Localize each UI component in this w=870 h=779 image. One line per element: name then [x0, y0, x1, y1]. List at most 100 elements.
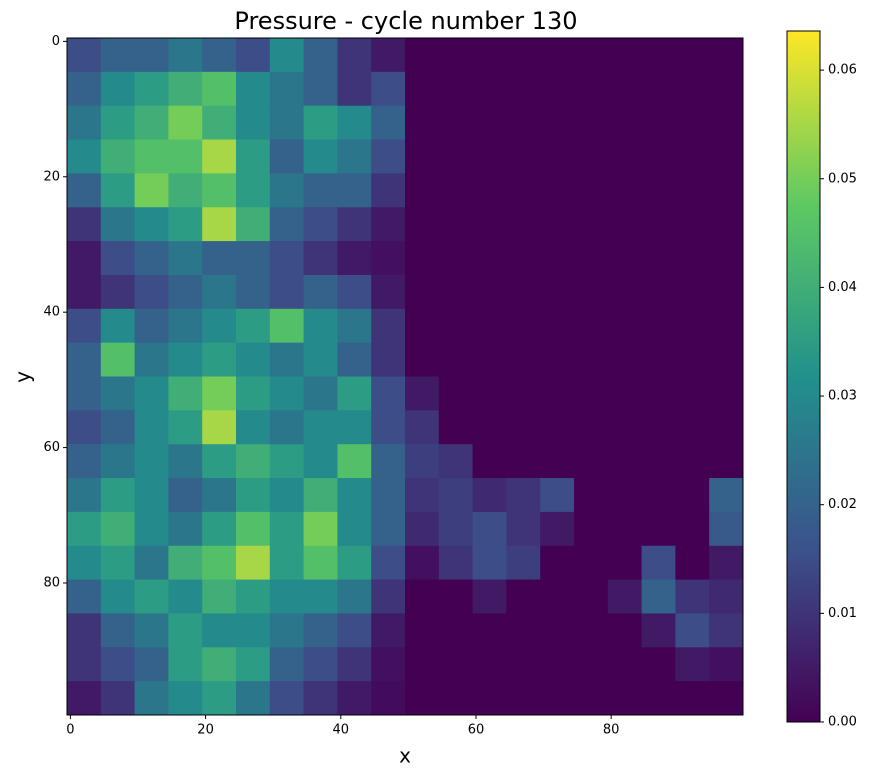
heatmap-cell [269, 579, 305, 614]
heatmap-cell [540, 545, 575, 581]
heatmap-cell [506, 410, 541, 445]
heatmap-cell [202, 444, 237, 479]
heatmap-cell [371, 681, 406, 716]
heatmap-cell [709, 579, 744, 614]
heatmap-cell [168, 478, 203, 513]
heatmap-cell [472, 410, 507, 445]
heatmap-cell [675, 105, 710, 141]
heatmap-cell [540, 38, 575, 73]
heatmap-cell [607, 613, 643, 648]
heatmap-cell [438, 274, 474, 310]
heatmap-cell [371, 105, 406, 141]
heatmap-cell [472, 308, 507, 344]
heatmap-cell [607, 207, 643, 242]
heatmap-cell [371, 478, 406, 513]
heatmap-cell [202, 613, 237, 648]
heatmap-cell [67, 207, 102, 242]
heatmap-cell [269, 410, 305, 445]
heatmap-cell [337, 241, 372, 276]
heatmap-cell [506, 579, 541, 614]
heatmap-cell [168, 579, 203, 614]
heatmap-cell [236, 139, 271, 174]
heatmap-cell [675, 478, 710, 513]
heatmap-cell [236, 308, 271, 344]
heatmap-cell [540, 139, 575, 174]
heatmap-cell [67, 681, 102, 716]
heatmap-cell [641, 376, 676, 411]
heatmap-cell [67, 613, 102, 648]
heatmap-cell [236, 444, 271, 479]
heatmap-cell [202, 410, 237, 445]
heatmap-cell [540, 105, 575, 141]
colorbar [786, 30, 821, 723]
heatmap-cell [371, 173, 406, 208]
heatmap-cell [236, 207, 271, 242]
heatmap-cell [202, 173, 237, 208]
heatmap-cell [506, 173, 541, 208]
heatmap-cell [472, 241, 507, 276]
heatmap-cell [675, 71, 710, 107]
heatmap-cell [607, 681, 643, 716]
y-tick-label: 40 [43, 305, 60, 320]
heatmap-cell [472, 207, 507, 242]
heatmap-cell [202, 478, 237, 513]
heatmap-cell [100, 376, 136, 411]
x-tick-label: 20 [197, 723, 214, 738]
heatmap-cell [168, 308, 203, 344]
heatmap-cell [168, 71, 203, 107]
heatmap-cell [337, 38, 372, 73]
chart-title: Pressure - cycle number 130 [234, 7, 577, 35]
heatmap-cell [472, 444, 507, 479]
heatmap-cell [540, 71, 575, 107]
heatmap-cell [269, 376, 305, 411]
heatmap-cell [506, 545, 541, 581]
heatmap-cell [472, 376, 507, 411]
heatmap-cell [236, 38, 271, 73]
heatmap-cell [675, 376, 710, 411]
heatmap-cell [709, 613, 744, 648]
heatmap-cell [269, 308, 305, 344]
heatmap-cell [574, 38, 609, 73]
heatmap-cell [574, 105, 609, 141]
heatmap-cell [67, 410, 102, 445]
heatmap-cell [641, 308, 676, 344]
heatmap-cell [506, 308, 541, 344]
heatmap-cell [303, 241, 338, 276]
heatmap-cell [438, 647, 474, 682]
heatmap-cell [303, 444, 338, 479]
heatmap-cell [574, 647, 609, 682]
heatmap-cell [236, 478, 271, 513]
heatmap-cell [438, 342, 474, 377]
heatmap-cell [337, 207, 372, 242]
heatmap-cell [641, 511, 676, 547]
heatmap-cell [506, 241, 541, 276]
heatmap-cell [607, 274, 643, 310]
heatmap-cell [202, 511, 237, 547]
heatmap-cell [709, 241, 744, 276]
heatmap-cell [100, 681, 136, 716]
heatmap-cell [405, 647, 440, 682]
heatmap-cell [438, 545, 474, 581]
heatmap-cell [134, 105, 169, 141]
heatmap-cell [709, 545, 744, 581]
heatmap-cell [405, 207, 440, 242]
heatmap-cell [269, 681, 305, 716]
heatmap-cell [371, 38, 406, 73]
heatmap-cell [506, 478, 541, 513]
heatmap-cell [168, 511, 203, 547]
heatmap-cell [236, 681, 271, 716]
heatmap-cell [202, 71, 237, 107]
heatmap-cell [472, 342, 507, 377]
heatmap-cell [236, 647, 271, 682]
heatmap-cell [100, 342, 136, 377]
heatmap-cell [168, 647, 203, 682]
heatmap-cell [607, 579, 643, 614]
heatmap-cell [134, 207, 169, 242]
y-tick-label: 60 [43, 440, 60, 455]
heatmap-cell [100, 241, 136, 276]
y-tick-label: 80 [43, 575, 60, 590]
heatmap-cell [67, 173, 102, 208]
heatmap-cell [371, 376, 406, 411]
heatmap-cell [134, 241, 169, 276]
